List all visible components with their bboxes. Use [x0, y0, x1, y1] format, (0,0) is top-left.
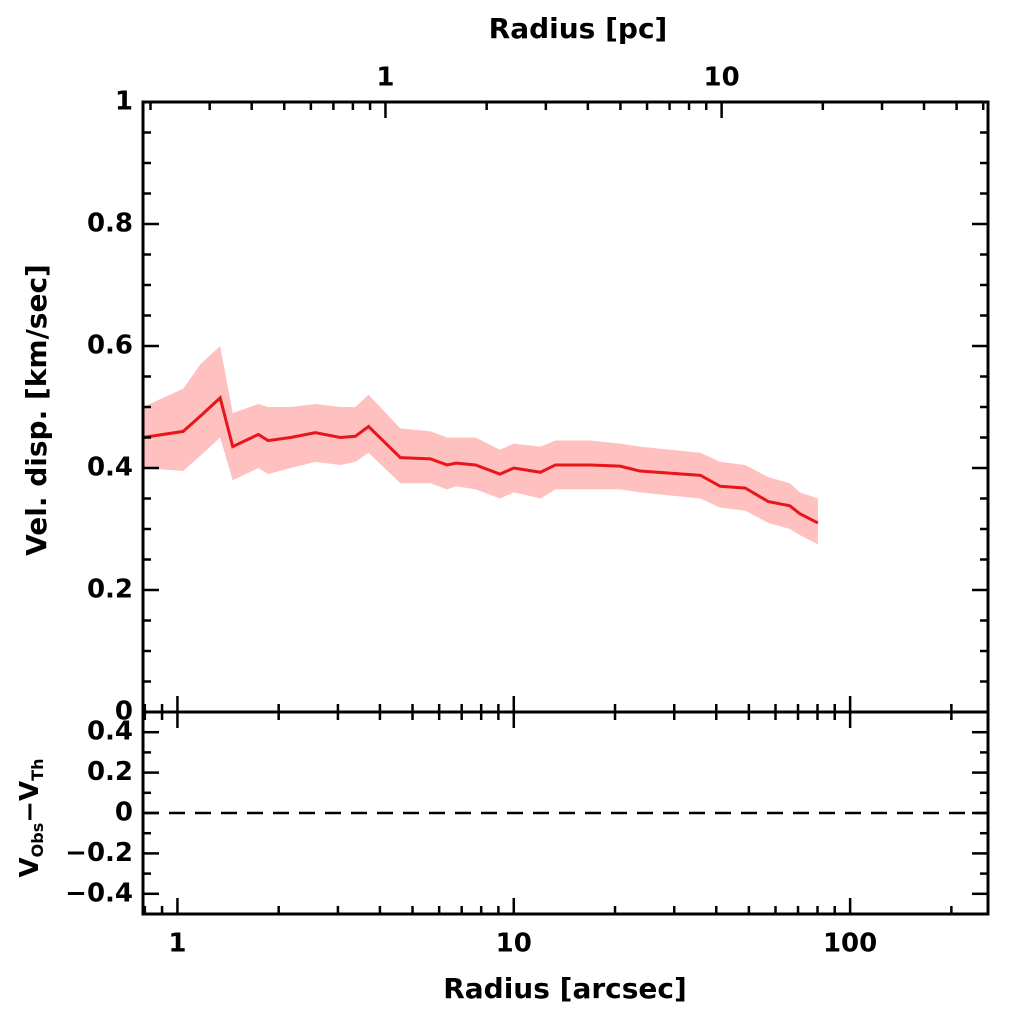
y-tick-label: 0	[115, 697, 133, 727]
top-tick-label: 10	[704, 63, 740, 93]
x-tick-label: 100	[823, 929, 877, 959]
x-tick-label: 10	[496, 929, 532, 959]
band	[143, 346, 818, 545]
label-part: V	[15, 857, 45, 877]
y-tick-label: −0.2	[65, 838, 133, 868]
y-tick-label: 0.4	[87, 717, 133, 747]
y-tick-label: −0.4	[65, 878, 133, 908]
frame	[141, 710, 990, 916]
x-tick-label: 1	[168, 929, 186, 959]
residual-axis-label: VObs−VTh	[15, 759, 47, 878]
y-tick-label: 0.2	[87, 757, 133, 787]
top-tick-label: 1	[376, 63, 394, 93]
label-part: Th	[28, 759, 47, 781]
line	[142, 395, 819, 525]
x-axis-label: Radius [arcsec]	[443, 972, 687, 1005]
y-tick-label: 0.6	[87, 331, 133, 361]
label-part: −V	[15, 781, 45, 823]
y-tick-label: 0.4	[87, 453, 133, 483]
y-tick-label: 1	[115, 87, 133, 117]
y-tick-label: 0.2	[87, 575, 133, 605]
y-axis-label: Vel. disp. [km/sec]	[20, 264, 53, 556]
top-axis-label: Radius [pc]	[489, 12, 668, 45]
label-part: Obs	[28, 823, 47, 858]
y-tick-label: 0.8	[87, 209, 133, 239]
y-tick-label: 0	[115, 798, 133, 828]
